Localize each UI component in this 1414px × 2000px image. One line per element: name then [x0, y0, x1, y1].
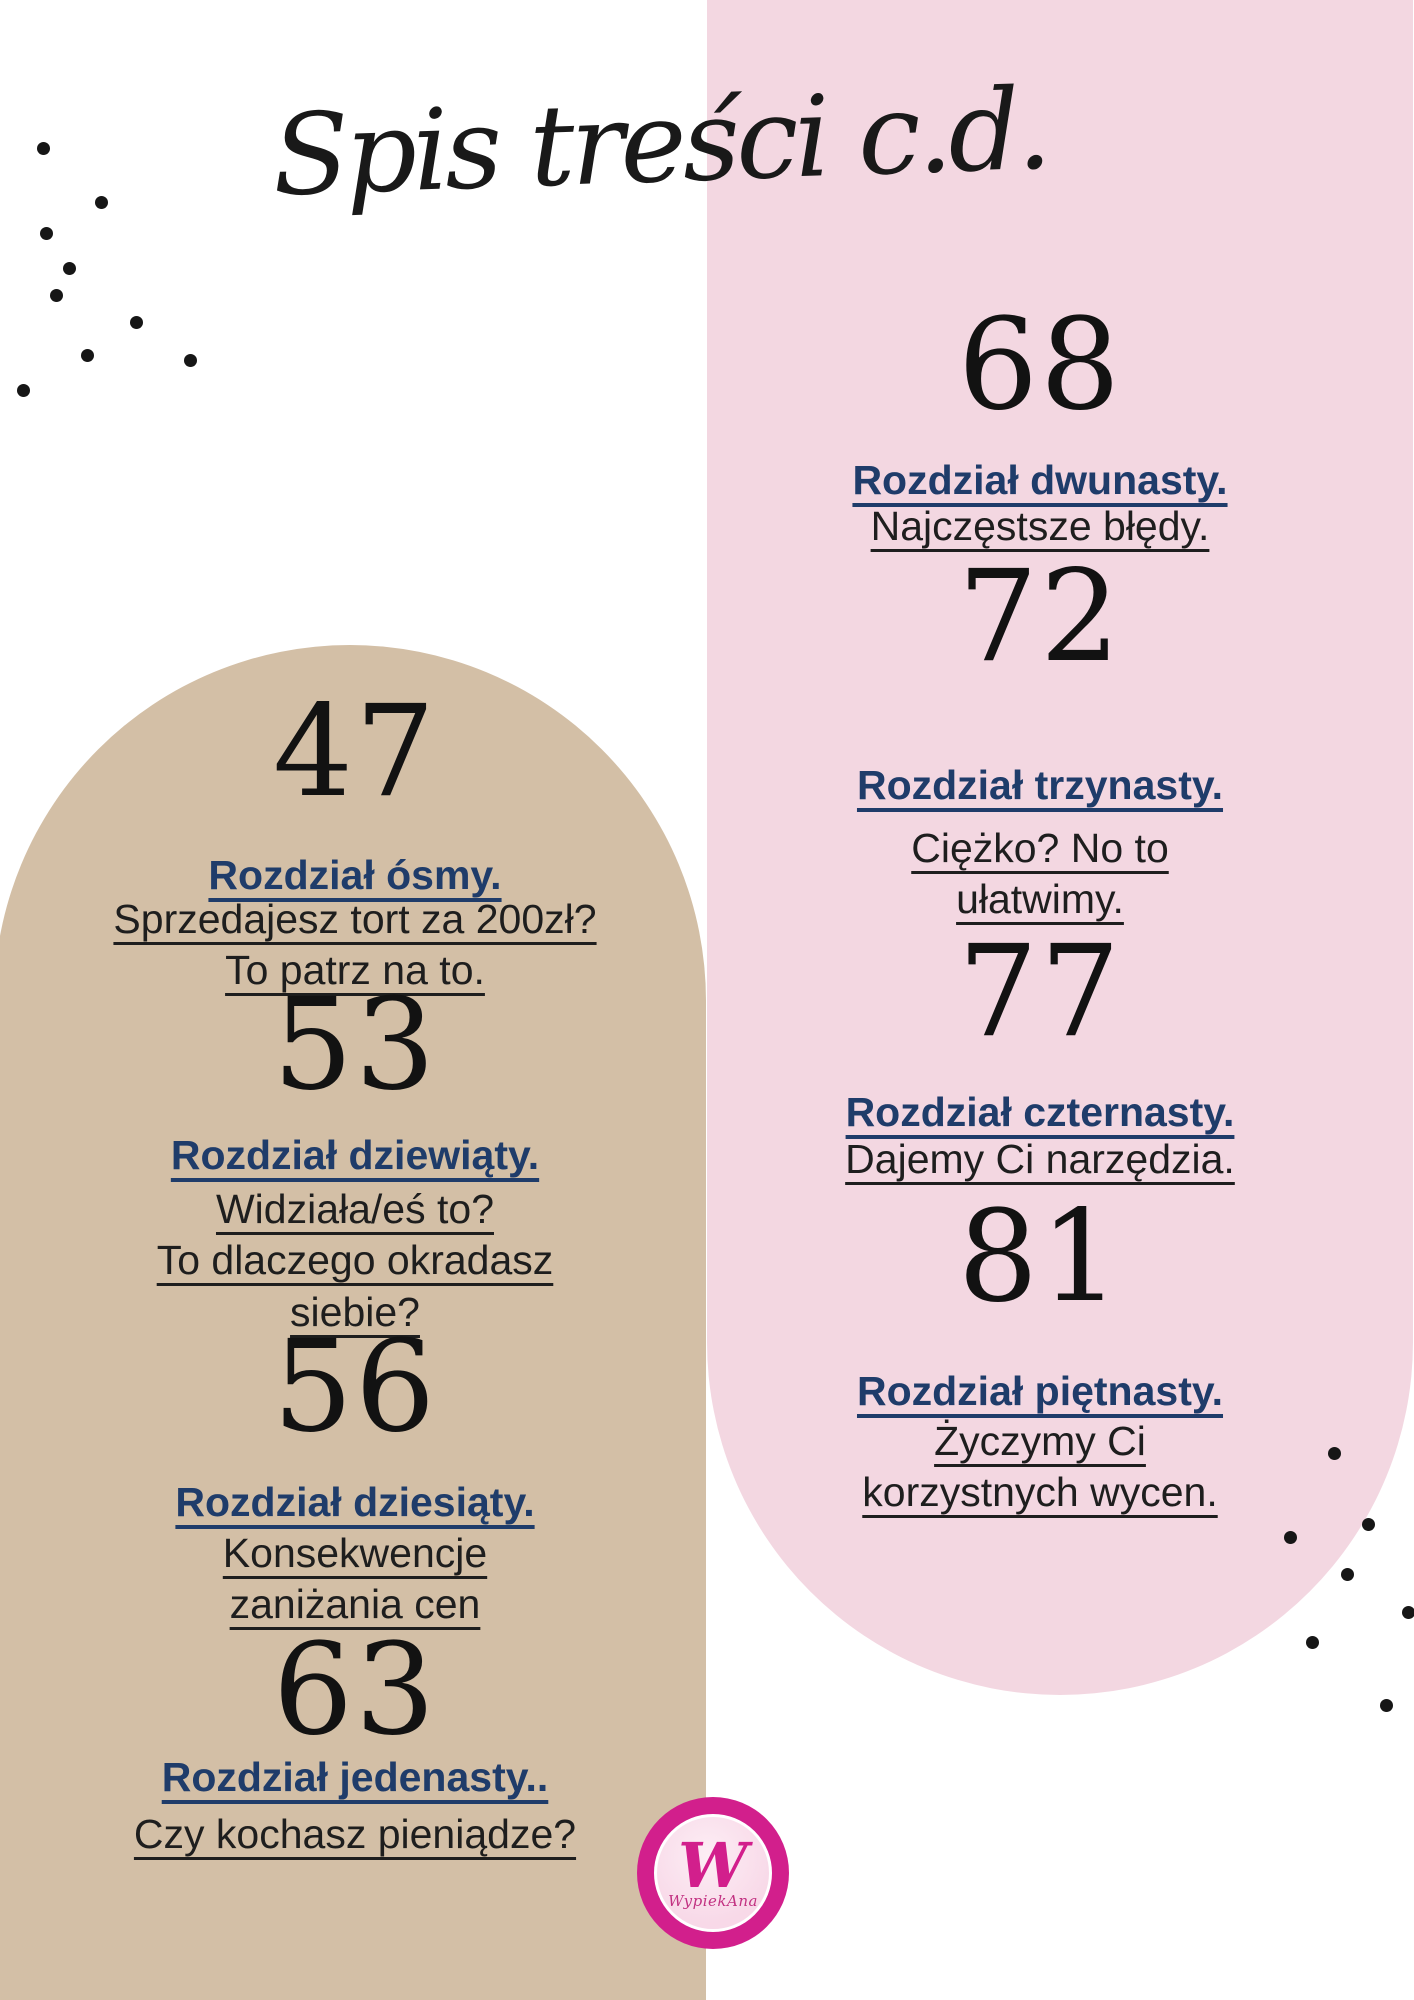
subtitle-line: siebie?: [290, 1288, 420, 1335]
logo-inner-circle: W WypiekAna: [654, 1814, 772, 1932]
decor-dot: [1380, 1699, 1393, 1712]
chapter-title: Rozdział dziewiąty.: [170, 1132, 540, 1178]
subtitle-line: Czy kochasz pieniądze?: [133, 1811, 577, 1857]
decor-dot: [1341, 1568, 1354, 1581]
page-number: 68: [957, 291, 1123, 438]
chapter-title: Rozdział ósmy.: [208, 852, 502, 898]
decor-dot: [40, 227, 53, 240]
chapter-title: Rozdział dwunasty.: [852, 457, 1228, 503]
chapter-title: Rozdział piętnasty.: [856, 1368, 1224, 1414]
decor-dot: [1402, 1606, 1414, 1619]
chapter-title: Rozdział jedenasty..: [161, 1754, 549, 1800]
chapter-subtitle: Ciężko? No to ułatwimy.: [725, 823, 1355, 926]
logo-monogram: W: [678, 1829, 748, 1903]
subtitle-line: Życzymy Ci: [934, 1418, 1146, 1464]
decor-dot: [184, 354, 197, 367]
chapter-subtitle: Czy kochasz pieniądze?: [40, 1809, 670, 1860]
page-number: 53: [272, 971, 438, 1118]
chapter-subtitle: Konsekwencje zaniżania cen: [40, 1528, 670, 1631]
logo-brand-name: WypiekAna: [668, 1891, 758, 1910]
decor-dot: [1306, 1636, 1319, 1649]
chapter-title: Rozdział trzynasty.: [856, 762, 1224, 808]
decor-dot: [95, 196, 108, 209]
chapter-subtitle: Sprzedajesz tort za 200zł? To patrz na t…: [40, 894, 670, 997]
chapter-subtitle: Dajemy Ci narzędzia.: [725, 1134, 1355, 1185]
subtitle-line: To dlaczego okradasz: [156, 1237, 554, 1284]
subtitle-line: Widziała/eś to?: [215, 1186, 494, 1232]
chapter-title: Rozdział dziesiąty.: [175, 1479, 535, 1525]
decor-dot: [63, 262, 76, 275]
subtitle-line: korzystnych wycen.: [862, 1469, 1218, 1516]
subtitle-line: Sprzedajesz tort za 200zł?: [113, 896, 597, 942]
subtitle-line: Ciężko? No to: [911, 825, 1169, 871]
page-number: 77: [957, 918, 1123, 1065]
decor-dot: [130, 316, 143, 329]
decor-dot: [1362, 1518, 1375, 1531]
decor-dot: [17, 384, 30, 397]
page-number: 47: [272, 678, 438, 825]
page-number: 56: [272, 1313, 438, 1460]
decor-dot: [50, 289, 63, 302]
chapter-subtitle: Najczęstsze błędy.: [725, 501, 1355, 552]
decor-dot: [1284, 1531, 1297, 1544]
chapter-subtitle: Widziała/eś to? To dlaczego okradasz sie…: [40, 1184, 670, 1338]
subtitle-line: ułatwimy.: [956, 876, 1124, 923]
subtitle-line: To patrz na to.: [225, 947, 485, 994]
subtitle-line: Konsekwencje: [222, 1530, 488, 1576]
decor-dot: [81, 349, 94, 362]
subtitle-line: Najczęstsze błędy.: [870, 503, 1210, 549]
pink-background-shape: [707, 0, 1413, 1695]
wypiekana-logo: W WypiekAna: [637, 1797, 789, 1949]
beige-arch-shape: [0, 645, 706, 2000]
decor-dot: [37, 142, 50, 155]
chapter-subtitle: Życzymy Ci korzystnych wycen.: [725, 1416, 1355, 1519]
page-number: 72: [957, 543, 1123, 690]
decor-dot: [1328, 1447, 1341, 1460]
subtitle-line: Dajemy Ci narzędzia.: [845, 1136, 1235, 1182]
chapter-title: Rozdział czternasty.: [845, 1089, 1235, 1135]
page-number: 63: [272, 1616, 438, 1763]
subtitle-line: zaniżania cen: [229, 1581, 481, 1628]
page-number: 81: [957, 1183, 1123, 1330]
